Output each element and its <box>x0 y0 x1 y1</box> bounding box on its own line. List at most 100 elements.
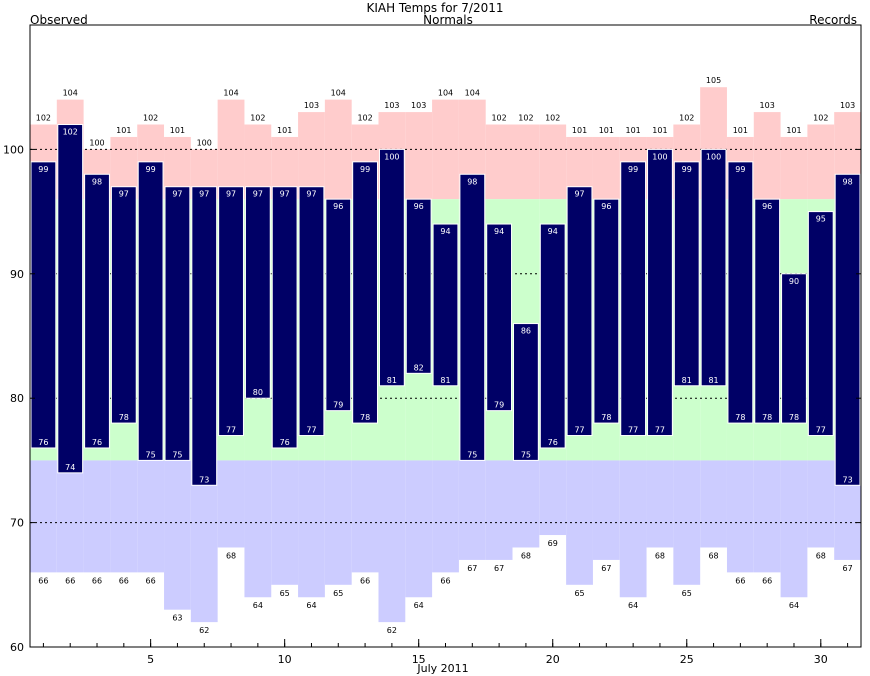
record-high-label: 101 <box>277 126 292 135</box>
observed-low-label: 81 <box>682 376 692 385</box>
observed-bar <box>754 198 781 424</box>
observed-bar <box>57 124 84 474</box>
record-low-label: 66 <box>762 576 772 585</box>
y-tick-label: 80 <box>10 392 24 405</box>
observed-low-label: 75 <box>467 450 477 459</box>
observed-bar <box>352 161 378 424</box>
below-normal-band <box>512 460 540 548</box>
record-high-label: 100 <box>89 138 104 147</box>
record-low-label: 68 <box>708 551 718 560</box>
below-normal-band <box>432 460 459 573</box>
observed-bar <box>593 198 620 424</box>
observed-bar <box>191 186 218 486</box>
below-normal-band <box>378 460 406 623</box>
below-normal-band <box>619 460 647 598</box>
record-high-label: 104 <box>63 89 78 98</box>
observed-low-label: 78 <box>119 413 129 422</box>
observed-high-label: 99 <box>735 165 745 174</box>
observed-high-label: 95 <box>816 215 826 224</box>
record-high-label: 104 <box>438 89 453 98</box>
observed-low-label: 78 <box>735 413 745 422</box>
observed-low-label: 77 <box>306 426 316 435</box>
record-low-label: 66 <box>119 576 129 585</box>
observed-low-label: 81 <box>440 376 450 385</box>
record-high-band <box>807 124 835 200</box>
observed-high-label: 97 <box>226 190 236 199</box>
below-normal-band <box>83 460 111 573</box>
observed-high-label: 99 <box>360 165 370 174</box>
record-high-label: 102 <box>357 114 372 123</box>
record-high-label: 102 <box>518 114 533 123</box>
record-high-band <box>485 124 513 200</box>
x-tick-label: 15 <box>412 653 426 666</box>
observed-bar <box>84 173 110 449</box>
observed-bar <box>807 211 834 437</box>
record-low-label: 65 <box>574 589 584 598</box>
record-low-label: 64 <box>414 601 424 610</box>
record-high-band <box>780 136 808 200</box>
observed-high-label: 97 <box>280 190 290 199</box>
record-high-label: 103 <box>384 101 399 110</box>
record-high-label: 101 <box>170 126 185 135</box>
observed-bar <box>781 273 807 424</box>
below-normal-band <box>592 460 620 560</box>
record-low-label: 65 <box>280 589 290 598</box>
record-high-band <box>324 99 352 200</box>
observed-high-label: 97 <box>306 190 316 199</box>
observed-low-label: 74 <box>65 463 75 472</box>
record-low-label: 66 <box>146 576 156 585</box>
record-high-band <box>405 112 433 200</box>
record-high-label: 101 <box>786 126 801 135</box>
observed-low-label: 73 <box>199 475 209 484</box>
observed-high-label: 99 <box>146 165 156 174</box>
record-high-label: 101 <box>599 126 614 135</box>
observed-low-label: 75 <box>146 450 156 459</box>
below-normal-band <box>646 460 674 548</box>
observed-low-label: 82 <box>414 363 424 372</box>
observed-bar <box>432 223 459 387</box>
observed-bar <box>459 173 486 461</box>
observed-high-label: 99 <box>682 165 692 174</box>
record-high-label: 101 <box>652 126 667 135</box>
below-normal-band <box>164 460 191 610</box>
observed-high-label: 96 <box>762 202 772 211</box>
record-low-label: 66 <box>735 576 745 585</box>
record-low-label: 64 <box>306 601 316 610</box>
observed-bar <box>298 186 325 437</box>
observed-low-label: 78 <box>601 413 611 422</box>
observed-high-label: 100 <box>384 152 399 161</box>
observed-bar <box>325 198 352 412</box>
record-high-label: 100 <box>197 138 212 147</box>
record-low-label: 67 <box>494 564 504 573</box>
record-high-band <box>298 112 325 200</box>
observed-high-label: 94 <box>548 227 558 236</box>
record-high-label: 103 <box>760 101 775 110</box>
observed-high-label: 98 <box>92 177 102 186</box>
observed-high-label: 96 <box>414 202 424 211</box>
record-high-label: 102 <box>679 114 694 123</box>
record-high-band <box>753 112 781 200</box>
observed-low-label: 81 <box>387 376 397 385</box>
below-normal-band <box>244 460 272 598</box>
observed-low-label: 80 <box>253 388 263 397</box>
record-low-label: 67 <box>601 564 611 573</box>
observed-high-label: 98 <box>467 177 477 186</box>
observed-low-label: 77 <box>816 426 826 435</box>
below-normal-band <box>190 460 218 623</box>
record-low-label: 66 <box>38 576 48 585</box>
below-normal-band <box>298 460 325 598</box>
record-high-label: 104 <box>223 89 238 98</box>
observed-low-label: 77 <box>655 426 665 435</box>
record-low-label: 62 <box>387 626 397 635</box>
observed-bar <box>271 186 298 449</box>
observed-bar <box>137 161 164 461</box>
record-high-label: 101 <box>572 126 587 135</box>
observed-high-label: 86 <box>521 327 531 336</box>
observed-bar <box>673 161 700 387</box>
observed-high-label: 98 <box>843 177 853 186</box>
observed-low-label: 78 <box>789 413 799 422</box>
record-high-label: 102 <box>36 114 51 123</box>
below-normal-band <box>807 460 835 548</box>
below-normal-band <box>780 460 808 598</box>
